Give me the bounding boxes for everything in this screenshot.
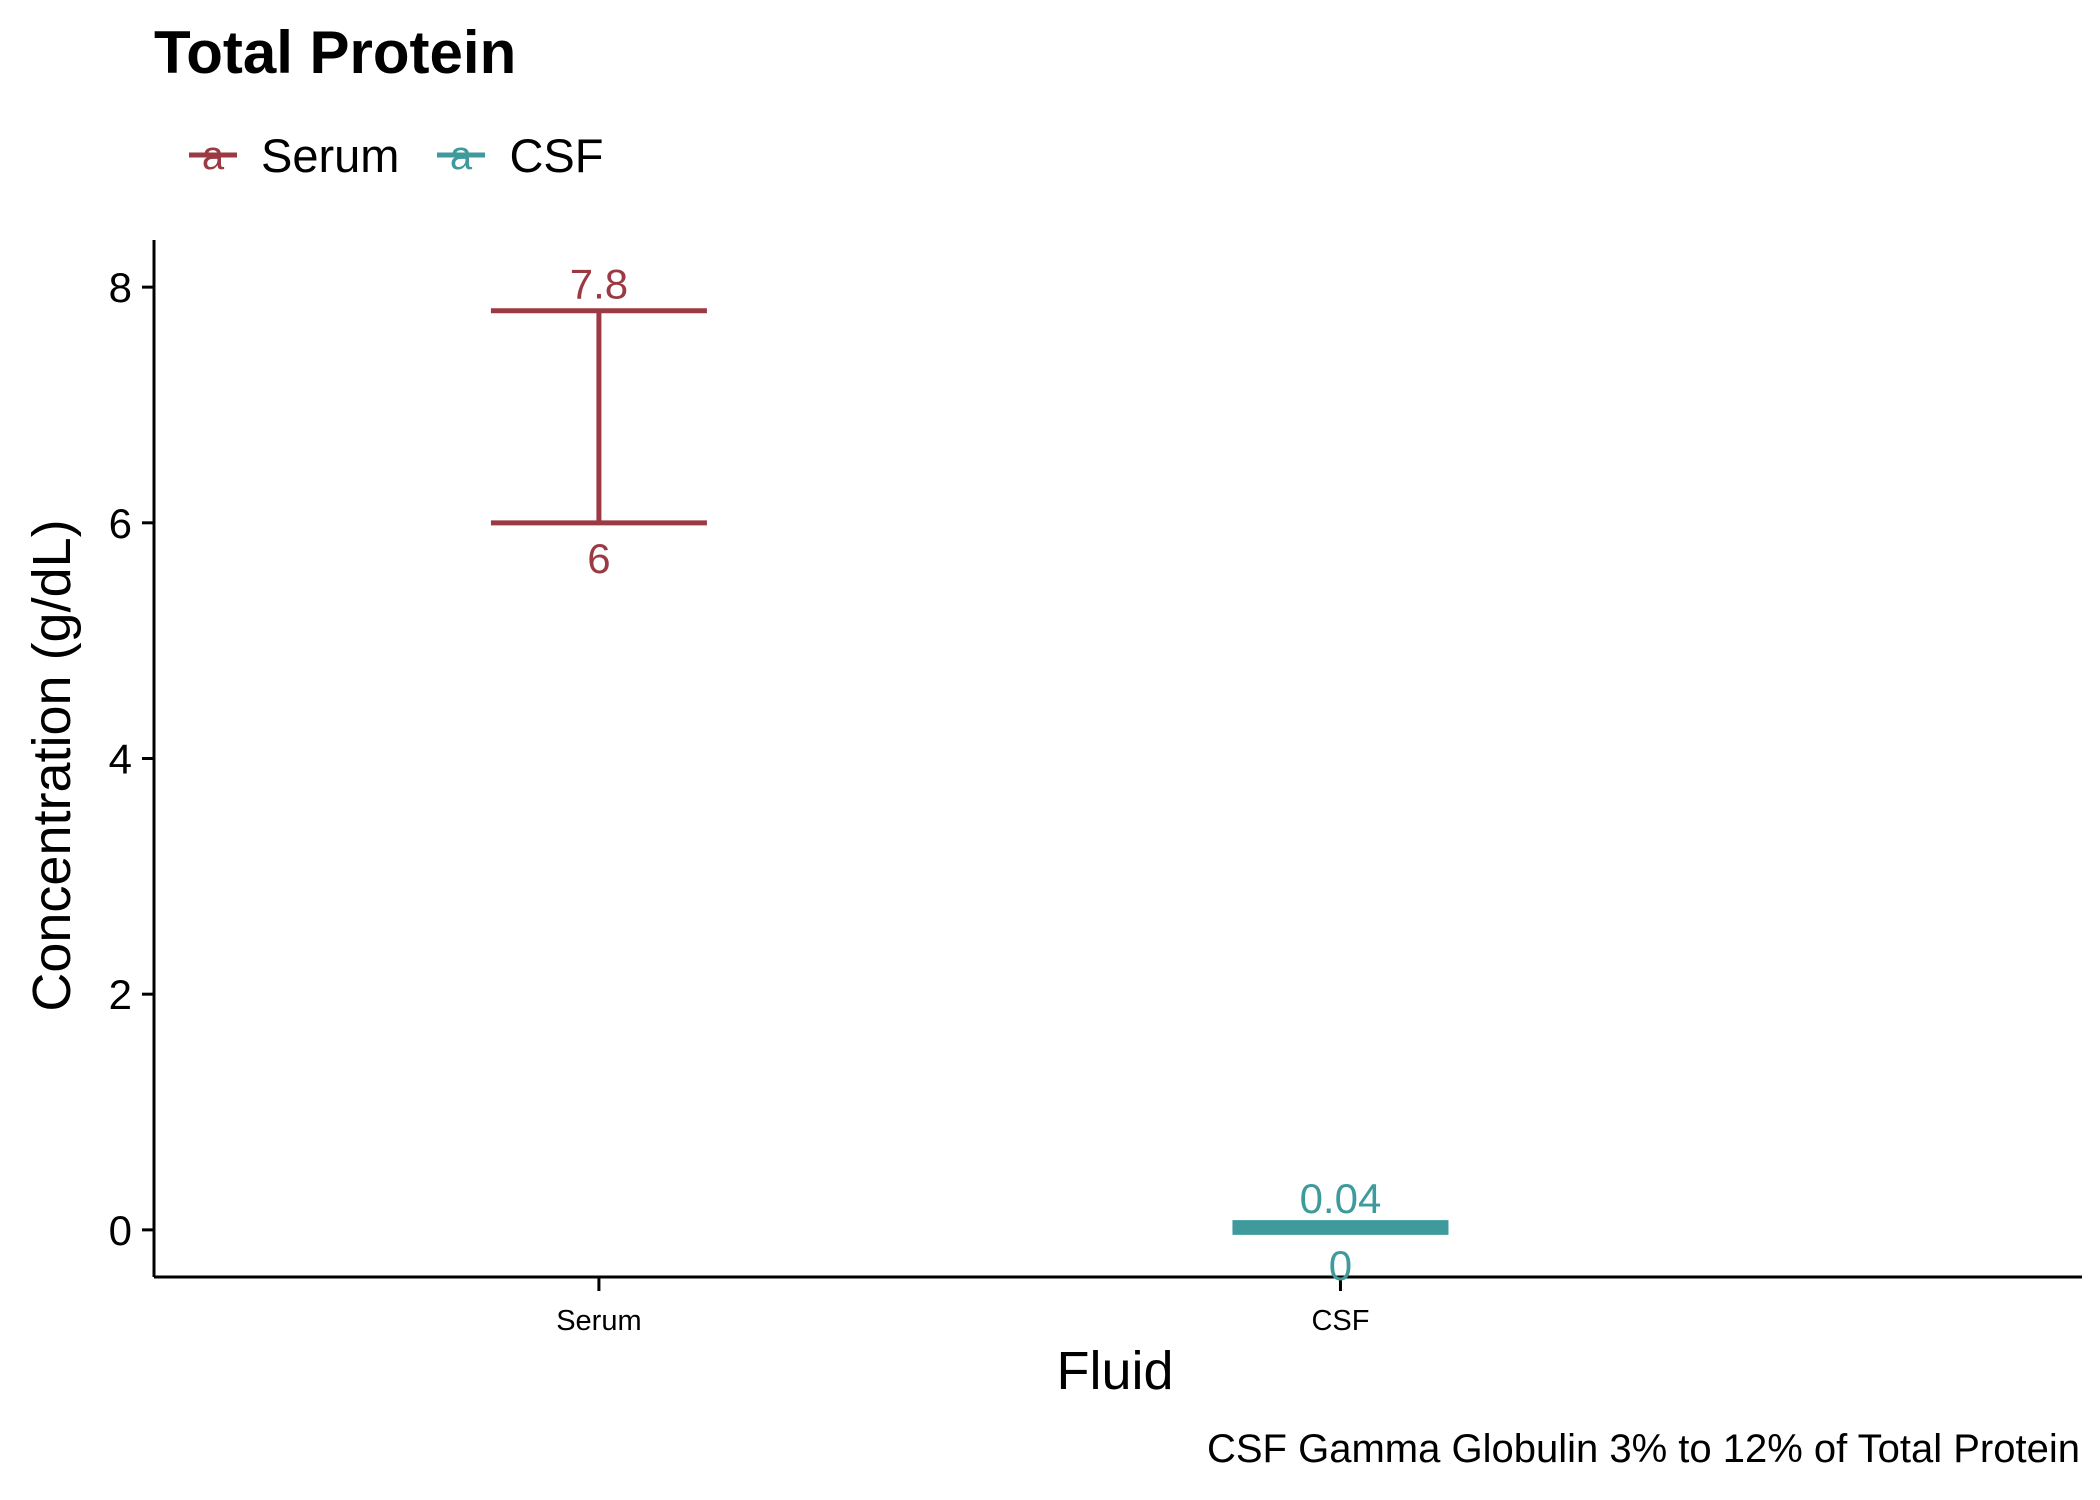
- data-label-high: 7.8: [570, 261, 628, 308]
- legend-key-serum-icon: a: [189, 134, 237, 178]
- legend-key-glyph: a: [202, 134, 225, 178]
- legend-label-csf: CSF: [509, 128, 604, 182]
- data-label-low: 6: [587, 535, 610, 582]
- y-axis-title: Concentration (g/dL): [22, 519, 82, 1011]
- data-label-low: 0: [1329, 1242, 1352, 1289]
- y-tick-label: 0: [109, 1207, 132, 1254]
- x-tick-label: Serum: [556, 1305, 641, 1337]
- chart-caption: CSF Gamma Globulin 3% to 12% of Total Pr…: [1206, 1427, 2080, 1471]
- y-tick-label: 6: [109, 500, 132, 547]
- legend-label-serum: Serum: [261, 128, 400, 182]
- y-tick-label: 2: [109, 971, 132, 1018]
- legend-item-csf: a CSF: [433, 125, 603, 185]
- legend-key-csf-icon: a: [437, 134, 486, 178]
- x-axis-title: Fluid: [1056, 1341, 1173, 1401]
- y-tick-label: 8: [109, 264, 132, 311]
- y-tick-label: 4: [109, 736, 132, 783]
- data-label-high: 0.04: [1300, 1175, 1382, 1222]
- chart-title: Total Protein: [154, 19, 517, 86]
- x-tick-label: CSF: [1311, 1305, 1369, 1337]
- legend-key-glyph: a: [450, 134, 473, 178]
- legend-item-serum: a Serum: [185, 125, 399, 185]
- legend: a Serum a CSF: [185, 125, 637, 185]
